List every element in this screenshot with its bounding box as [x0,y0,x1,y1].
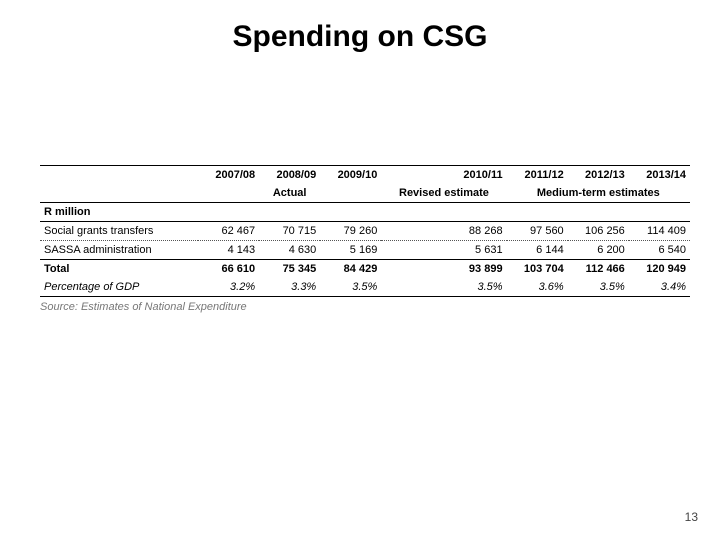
row-label: Total [40,260,198,279]
cell: 6 540 [629,241,690,260]
table-row-total: Total 66 610 75 345 84 429 93 899 103 70… [40,260,690,279]
source-note: Source: Estimates of National Expenditur… [40,297,690,313]
cell: 106 256 [568,222,629,241]
cell: 97 560 [507,222,568,241]
cell: 5 169 [320,241,381,260]
cell: 79 260 [320,222,381,241]
table-header-years: 2007/08 2008/09 2009/10 2010/11 2011/12 … [40,166,690,185]
slide-title: Spending on CSG [0,20,720,54]
subhead-medium: Medium-term estimates [507,184,690,203]
col-year: 2010/11 [381,166,506,185]
cell: 84 429 [320,260,381,279]
cell: 75 345 [259,260,320,279]
unit-label: R million [40,203,198,222]
cell: 112 466 [568,260,629,279]
cell: 3.6% [507,278,568,297]
table-unit-row: R million [40,203,690,222]
cell: 4 143 [198,241,259,260]
col-year: 2009/10 [320,166,381,185]
cell: 120 949 [629,260,690,279]
subhead-revised: Revised estimate [381,184,506,203]
table-row: Social grants transfers 62 467 70 715 79… [40,222,690,241]
cell: 6 200 [568,241,629,260]
cell: 3.5% [568,278,629,297]
cell: 62 467 [198,222,259,241]
cell: 93 899 [381,260,506,279]
cell: 3.2% [198,278,259,297]
cell: 3.5% [320,278,381,297]
row-label: SASSA administration [40,241,198,260]
row-label: Percentage of GDP [40,278,198,297]
page-number: 13 [685,510,698,524]
subhead-actual: Actual [198,184,381,203]
col-year: 2013/14 [629,166,690,185]
table-row: SASSA administration 4 143 4 630 5 169 5… [40,241,690,260]
cell: 114 409 [629,222,690,241]
cell: 88 268 [381,222,506,241]
col-year: 2008/09 [259,166,320,185]
cell: 103 704 [507,260,568,279]
cell: 66 610 [198,260,259,279]
table-header-sub: Actual Revised estimate Medium-term esti… [40,184,690,203]
table-row-pctgdp: Percentage of GDP 3.2% 3.3% 3.5% 3.5% 3.… [40,278,690,297]
spending-table-container: 2007/08 2008/09 2009/10 2010/11 2011/12 … [40,165,690,313]
row-label: Social grants transfers [40,222,198,241]
col-year: 2012/13 [568,166,629,185]
cell: 70 715 [259,222,320,241]
cell: 5 631 [381,241,506,260]
cell: 3.5% [381,278,506,297]
cell: 3.4% [629,278,690,297]
col-year: 2007/08 [198,166,259,185]
col-year: 2011/12 [507,166,568,185]
slide: Spending on CSG 2007/08 2008/09 2009/10 … [0,0,720,540]
cell: 3.3% [259,278,320,297]
cell: 6 144 [507,241,568,260]
spending-table: 2007/08 2008/09 2009/10 2010/11 2011/12 … [40,165,690,297]
cell: 4 630 [259,241,320,260]
